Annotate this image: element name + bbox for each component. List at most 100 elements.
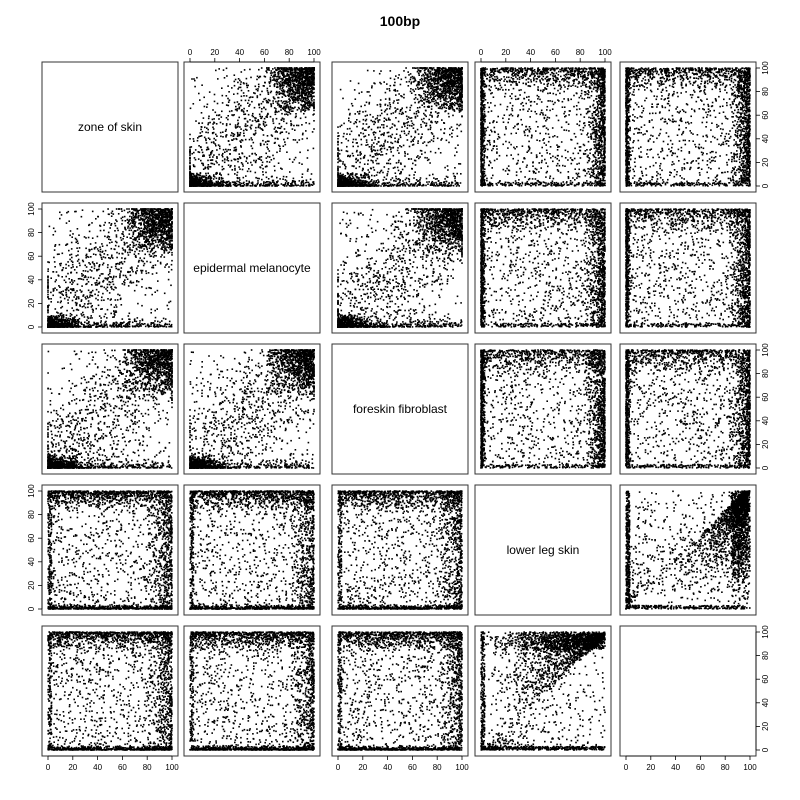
scatter-point — [200, 129, 202, 131]
scatter-point — [283, 176, 285, 178]
scatter-point — [395, 75, 397, 77]
scatter-point — [448, 95, 450, 97]
scatter-point — [417, 184, 419, 186]
scatter-point — [423, 90, 425, 92]
scatter-point — [393, 155, 395, 157]
scatter-point — [301, 182, 303, 184]
scatter-point — [387, 105, 389, 107]
scatter-point — [223, 180, 225, 182]
scatter-point — [396, 99, 398, 101]
scatter-point — [255, 86, 257, 88]
scatter-point — [262, 168, 264, 170]
scatter-point — [287, 114, 289, 116]
scatter-point — [386, 119, 388, 121]
scatter-point — [194, 86, 196, 88]
scatter-point — [205, 167, 207, 169]
scatter-point — [300, 104, 302, 106]
scatter-point — [421, 80, 423, 82]
scatter-point — [361, 177, 363, 179]
scatter-point — [436, 102, 438, 104]
scatter-point — [443, 89, 445, 91]
scatter-point — [459, 68, 461, 70]
scatter-point — [296, 93, 298, 95]
scatter-point — [438, 77, 440, 79]
scatter-point — [401, 79, 403, 81]
scatter-point — [383, 121, 385, 123]
scatter-point — [300, 109, 302, 111]
scatter-point — [294, 183, 296, 185]
scatter-point — [384, 117, 386, 119]
scatter-point — [207, 184, 209, 186]
scatter-point — [312, 67, 314, 69]
scatter-point — [273, 180, 275, 182]
scatter-point — [390, 147, 392, 149]
scatter-point — [189, 172, 191, 174]
scatter-point — [286, 104, 288, 106]
scatter-point — [431, 79, 433, 81]
scatter-point — [192, 183, 194, 185]
scatter-point — [302, 138, 304, 140]
scatter-point — [433, 101, 435, 103]
scatter-point — [431, 132, 433, 134]
scatter-point — [458, 185, 460, 187]
scatter-point — [401, 113, 403, 115]
scatter-point — [313, 78, 315, 80]
scatter-point — [233, 93, 235, 95]
scatter-point — [357, 160, 359, 162]
scatter-point — [256, 89, 258, 91]
scatter-point — [251, 145, 253, 147]
scatter-point — [295, 87, 297, 89]
scatter-point — [275, 101, 277, 103]
scatter-point — [208, 164, 210, 166]
scatter-point — [337, 154, 339, 156]
scatter-point — [258, 104, 260, 106]
scatter-point — [349, 177, 351, 179]
scatter-point — [397, 90, 399, 92]
scatter-point — [406, 107, 408, 109]
scatter-point — [437, 95, 439, 97]
scatter-point — [337, 166, 339, 168]
scatter-point — [248, 105, 250, 107]
scatter-point — [252, 113, 254, 115]
scatter-point — [407, 127, 409, 129]
scatter-point — [235, 79, 237, 81]
scatter-point — [429, 141, 431, 143]
scatter-point — [458, 74, 460, 76]
scatter-point — [303, 90, 305, 92]
scatter-point — [305, 122, 307, 124]
scatter-point — [394, 124, 396, 126]
scatter-point — [304, 82, 306, 84]
scatter-point — [270, 182, 272, 184]
scatter-point — [222, 183, 224, 185]
scatter-point — [408, 133, 410, 135]
scatter-point — [390, 135, 392, 137]
scatter-point — [363, 119, 365, 121]
scatter-point — [387, 149, 389, 151]
scatter-point — [387, 173, 389, 175]
scatter-point — [265, 141, 267, 143]
scatter-point — [425, 185, 427, 187]
scatter-point — [383, 185, 385, 187]
scatter-point — [260, 183, 262, 185]
scatter-point — [378, 185, 380, 187]
scatter-point — [234, 147, 236, 149]
scatter-point — [280, 84, 282, 86]
scatter-point — [366, 174, 368, 176]
scatter-point — [209, 122, 211, 124]
scatter-point — [231, 160, 233, 162]
scatter-point — [435, 95, 437, 97]
scatter-point — [199, 175, 201, 177]
scatter-point — [313, 87, 315, 89]
scatter-point — [259, 127, 261, 129]
scatter-point — [448, 108, 450, 110]
scatter-point — [393, 167, 395, 169]
scatter-point — [298, 89, 300, 91]
scatter-point — [410, 141, 412, 143]
scatter-point — [258, 120, 260, 122]
scatter-point — [446, 107, 448, 109]
scatter-point — [438, 107, 440, 109]
scatter-point — [364, 163, 366, 165]
scatter-point — [227, 157, 229, 159]
scatter-point — [257, 90, 259, 92]
scatter-point — [219, 185, 221, 187]
